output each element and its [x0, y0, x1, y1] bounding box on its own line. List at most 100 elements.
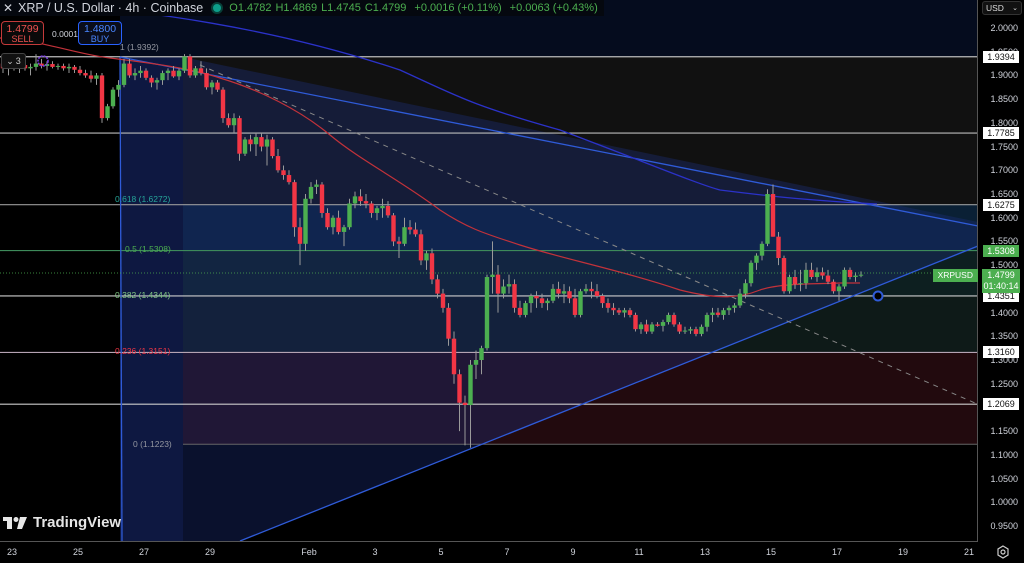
candle-down: [847, 267, 853, 280]
alert-marker[interactable]: [872, 290, 884, 302]
candle-up: [759, 241, 765, 261]
candle-down: [391, 212, 396, 247]
candle-down: [616, 307, 622, 315]
candle-up: [479, 345, 484, 375]
candle-down: [809, 262, 814, 280]
candle-up: [803, 262, 809, 289]
candle-up: [814, 267, 820, 282]
candle-up: [682, 326, 688, 334]
indicators-toggle[interactable]: ⌄ 3: [1, 53, 26, 69]
spread-value: 0.0001: [52, 29, 78, 39]
price-level-tag: 1.6275: [983, 198, 1019, 211]
candle-down: [325, 208, 330, 230]
candle-down: [248, 134, 253, 152]
price-tick: 1.2500: [990, 378, 1018, 389]
ohlc-change: +0.0016 (+0.11%): [414, 2, 502, 14]
candle-up: [704, 312, 710, 332]
candle-down: [677, 322, 682, 334]
candle-down: [512, 279, 517, 313]
chart-header: ✕ XRP / U.S. Dollar · 4h · Coinbase O1.4…: [0, 0, 604, 16]
last-price-value: 1.4799: [987, 269, 1015, 280]
candle-up: [121, 58, 127, 88]
settings-icon[interactable]: [996, 545, 1010, 559]
candle-up: [55, 63, 61, 70]
candle-down: [358, 189, 363, 206]
price-tick: 2.0000: [990, 23, 1018, 33]
currency-select[interactable]: USD ⌄: [982, 1, 1022, 15]
market-status-icon: [213, 4, 222, 12]
ma-red-line: [0, 37, 860, 298]
candle-down: [297, 217, 303, 266]
candle-up: [160, 70, 165, 85]
price-axis[interactable]: USD ⌄ 2.00001.95001.90001.85001.80001.75…: [977, 0, 1024, 562]
candle-up: [468, 360, 473, 448]
time-tick: 25: [72, 547, 84, 557]
price-tick: 1.3500: [990, 331, 1018, 342]
time-axis[interactable]: 23 25 27 29 Feb 3 5 7 9 11 13 15 17 19 21: [0, 541, 978, 563]
time-tick: 17: [831, 547, 843, 557]
tradingview-logo[interactable]: TradingView: [3, 514, 121, 531]
candle-up: [638, 322, 644, 334]
candle-up: [132, 68, 138, 81]
dashed-trendline: [199, 64, 976, 404]
sell-button[interactable]: 1.4799 SELL: [1, 21, 44, 45]
currency-label: USD: [986, 3, 1004, 13]
symbol-title[interactable]: XRP / U.S. Dollar · 4h · Coinbase: [18, 1, 204, 15]
chevron-down-icon: ⌄: [6, 55, 14, 66]
close-icon[interactable]: ✕: [2, 1, 14, 15]
time-tick: 23: [6, 547, 18, 557]
candle-down: [385, 201, 391, 218]
candle-up: [484, 274, 490, 351]
candle-up: [660, 319, 666, 332]
candle-down: [171, 65, 176, 78]
candle-up: [501, 279, 506, 299]
price-tick: 1.3000: [990, 355, 1018, 365]
candle-down: [407, 220, 413, 235]
candle-down: [99, 73, 105, 123]
candle-up: [253, 132, 259, 157]
candle-down: [215, 80, 220, 93]
candle-up: [209, 80, 215, 95]
candle-down: [539, 293, 545, 308]
candle-down: [187, 54, 193, 78]
candle-down: [83, 69, 88, 78]
candle-down: [429, 248, 435, 285]
candle-down: [451, 331, 457, 384]
candle-down: [781, 255, 787, 294]
symbol-price-label: XRPUSD: [932, 268, 978, 282]
upper-trendline: [119, 56, 979, 227]
candle-up: [66, 63, 72, 74]
candle-up: [699, 324, 704, 337]
candle-up: [721, 307, 726, 320]
sell-price: 1.4799: [6, 23, 39, 35]
candle-down: [198, 61, 204, 76]
price-tick: 0.9500: [990, 521, 1018, 531]
candle-up: [798, 269, 803, 292]
candle-down: [204, 68, 209, 90]
buy-button[interactable]: 1.4800 BUY: [78, 21, 122, 45]
candle-up: [473, 350, 479, 379]
time-tick: 9: [570, 547, 576, 557]
fib-zone-0618-05: [183, 204, 978, 250]
price-tick: 1.9000: [990, 70, 1018, 81]
candle-up: [94, 73, 99, 85]
candle-down: [462, 395, 468, 446]
candle-up: [110, 87, 116, 109]
price-tick: 1.4000: [990, 307, 1018, 318]
time-tick: Feb: [301, 547, 317, 557]
time-tick: 15: [765, 547, 777, 557]
candle-down: [594, 284, 600, 299]
ohlc-open: O1.4782: [229, 2, 272, 14]
price-level-tag: 1.5308: [983, 244, 1019, 257]
lower-trendline: [239, 245, 979, 542]
buy-label: BUY: [90, 34, 110, 44]
candle-up: [523, 300, 528, 318]
time-tick: 7: [504, 547, 510, 557]
candle-down: [237, 115, 242, 161]
time-tick: 5: [438, 547, 444, 557]
candle-up: [528, 293, 534, 313]
candle-down: [281, 165, 286, 180]
candle-down: [776, 231, 781, 266]
candle-up: [490, 241, 495, 294]
